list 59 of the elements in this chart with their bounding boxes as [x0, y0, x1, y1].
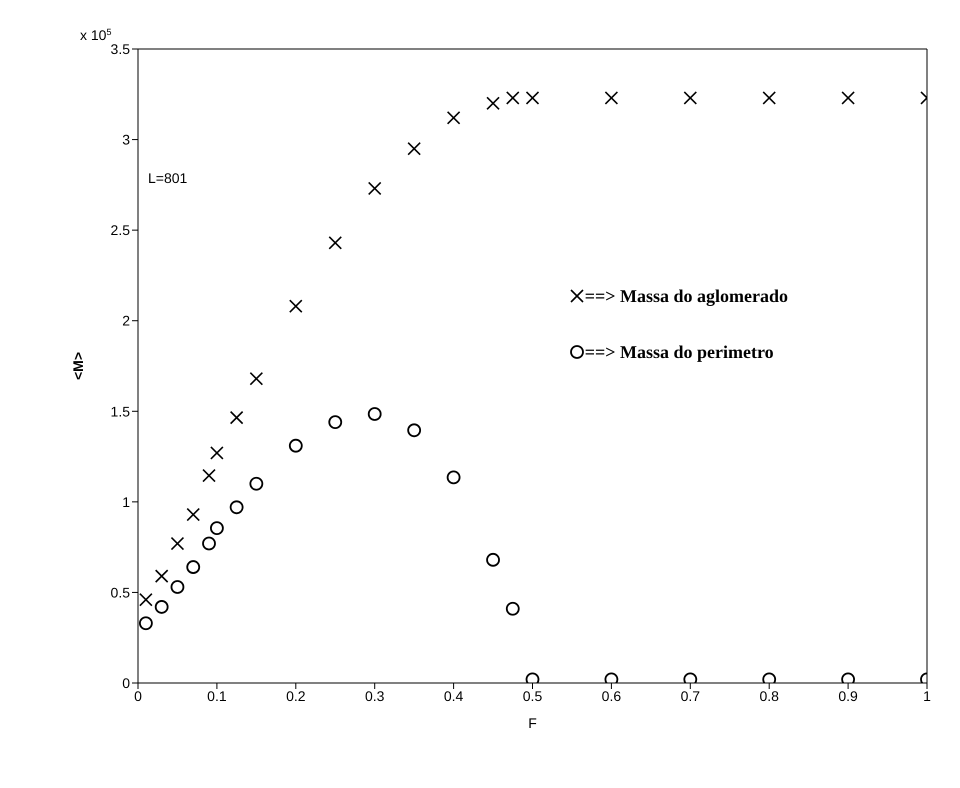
y-tick-label: 3.5	[110, 40, 130, 57]
point	[202, 468, 216, 482]
y-tick-label: 1	[122, 494, 130, 510]
y-tick-label: 0.5	[110, 584, 130, 600]
y-tick-label: 1.5	[110, 403, 130, 420]
point	[210, 446, 224, 460]
point	[138, 616, 153, 630]
x-tick-label: 0.8	[759, 688, 780, 704]
legend-label: ==> Massa do perimetro	[584, 341, 774, 364]
x-tick-label: 0.3	[364, 688, 385, 704]
y-tick-label: 2.5	[110, 222, 130, 238]
y-tick-label: 0	[122, 674, 130, 691]
point	[230, 500, 244, 514]
point	[407, 142, 421, 156]
point	[526, 91, 540, 105]
point	[407, 423, 422, 438]
point	[154, 569, 168, 583]
point	[186, 508, 200, 522]
point	[486, 96, 500, 110]
point	[368, 407, 382, 421]
x-tick-label: 0.2	[286, 688, 306, 704]
point	[446, 470, 460, 484]
point	[446, 111, 460, 125]
point	[506, 602, 520, 616]
x-tick-label: 0	[134, 688, 142, 704]
point	[170, 580, 184, 594]
y-tick-label: 2	[122, 312, 130, 329]
point	[368, 182, 382, 196]
point	[249, 476, 264, 491]
legend-label: ==> Massa do aglomerado	[584, 285, 788, 308]
point	[230, 410, 244, 424]
x-axis-title: F	[528, 715, 537, 731]
x-tick-label: 0.4	[444, 688, 464, 704]
x-tick-label: 0.5	[522, 688, 542, 704]
point	[841, 91, 855, 105]
x-tick-label: 1	[923, 688, 932, 704]
point	[762, 91, 776, 105]
y-tick-label: 3	[122, 132, 130, 148]
y-axis-title: <M>	[70, 352, 86, 380]
point	[684, 91, 698, 105]
x-tick-label: 0.1	[207, 688, 227, 704]
x-tick-label: 0.6	[602, 688, 622, 704]
x-tick-label: 0.9	[838, 688, 858, 704]
point	[210, 521, 224, 536]
point	[604, 91, 618, 105]
point	[288, 438, 303, 453]
text: x 10$^{5}$	[80, 27, 112, 43]
point	[328, 415, 342, 430]
annotation: L=801	[148, 170, 188, 186]
point	[328, 236, 342, 250]
x-tick-label: 0.7	[680, 688, 700, 704]
point	[170, 536, 184, 550]
point	[506, 91, 520, 105]
point	[486, 552, 500, 567]
point	[289, 299, 303, 314]
point	[154, 600, 169, 614]
point	[250, 372, 264, 386]
point	[202, 536, 216, 550]
point	[186, 560, 200, 574]
